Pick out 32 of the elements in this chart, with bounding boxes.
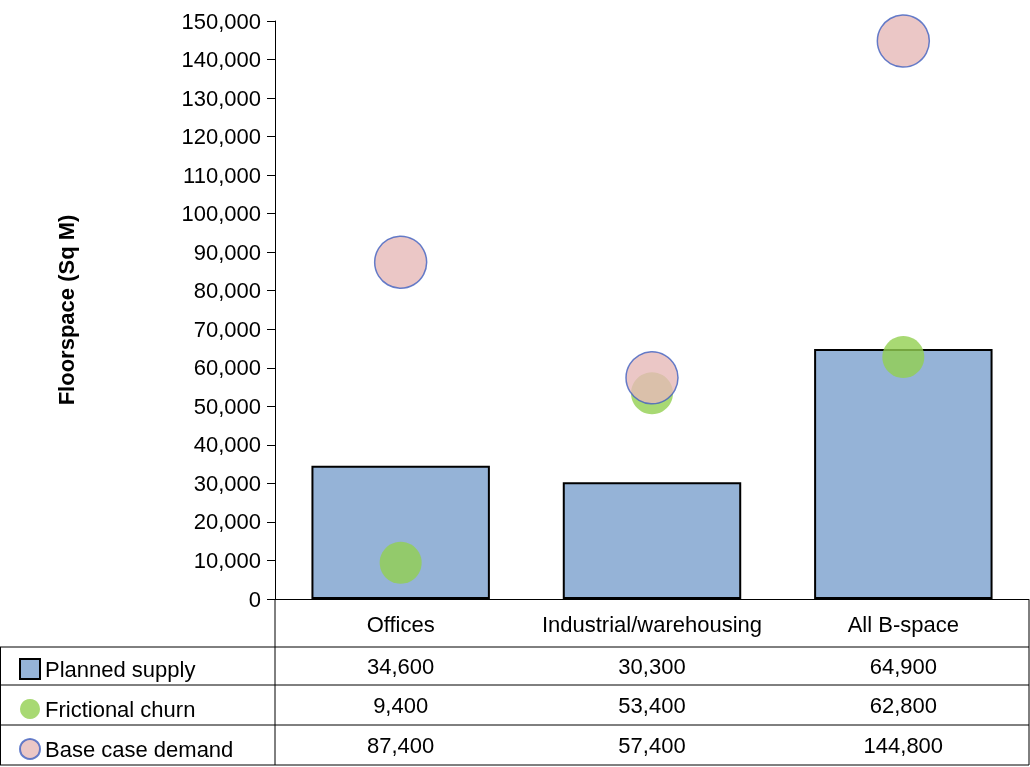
data-label: 64,900 — [869, 653, 937, 679]
x-tick-label: All B-space — [847, 611, 959, 637]
data-label: 34,600 — [367, 653, 435, 679]
y-tick-label: 70,000 — [193, 316, 261, 342]
data-label: 53,400 — [618, 692, 686, 718]
y-tick-label: 60,000 — [193, 355, 261, 381]
legend-label: Planned supply — [45, 656, 196, 682]
legend-label: Frictional churn — [45, 696, 196, 722]
y-tick-label: 50,000 — [193, 393, 261, 419]
y-tick-label: 140,000 — [181, 47, 261, 73]
y-tick-label: 120,000 — [181, 124, 261, 150]
x-tick-label: Industrial/warehousing — [541, 611, 763, 637]
y-axis-title: Floorspace (Sq M) — [53, 214, 79, 406]
y-tick-label: 80,000 — [193, 278, 261, 304]
y-tick-label: 30,000 — [193, 470, 261, 496]
data-label: 57,400 — [618, 732, 686, 758]
y-tick-label: 100,000 — [181, 201, 261, 227]
y-tick-label: 10,000 — [193, 547, 261, 573]
data-label: 62,800 — [869, 692, 937, 718]
data-label: 87,400 — [367, 732, 435, 758]
data-label: 9,400 — [373, 692, 429, 718]
x-tick-label: Offices — [366, 611, 435, 637]
data-label: 144,800 — [863, 732, 944, 758]
y-tick-label: 0 — [248, 586, 261, 612]
y-tick-label: 90,000 — [193, 239, 261, 265]
y-tick-label: 130,000 — [181, 85, 261, 111]
y-tick-label: 150,000 — [181, 8, 261, 34]
y-tick-label: 40,000 — [193, 432, 261, 458]
y-tick-label: 110,000 — [183, 162, 261, 188]
y-tick-label: 20,000 — [193, 509, 261, 535]
data-label: 30,300 — [618, 653, 686, 679]
legend-label: Base case demand — [45, 736, 234, 762]
